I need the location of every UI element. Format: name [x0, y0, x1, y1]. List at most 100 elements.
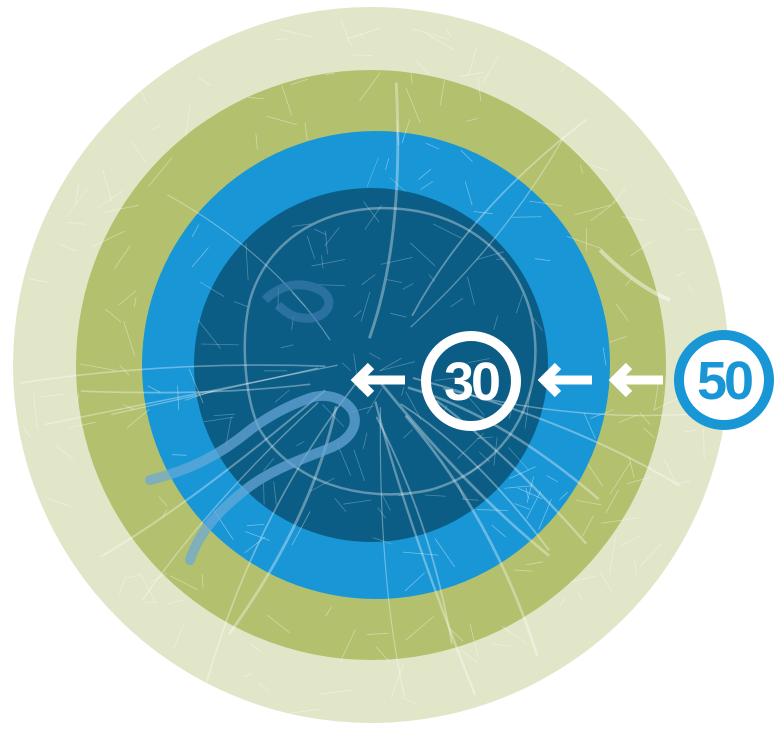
minor-street: [158, 496, 168, 507]
minor-street: [509, 466, 536, 479]
minor-street: [434, 538, 455, 568]
street: [141, 402, 319, 602]
minor-street: [633, 558, 638, 579]
minor-street: [703, 428, 705, 461]
minor-street: [482, 56, 499, 84]
minor-street: [66, 188, 88, 218]
minor-street: [291, 223, 312, 227]
minor-street: [191, 247, 209, 268]
street: [100, 389, 326, 558]
minor-street: [467, 464, 481, 475]
minor-street: [334, 498, 347, 512]
minor-street: [525, 487, 529, 499]
minor-street: [401, 696, 416, 704]
street: [111, 367, 319, 416]
minor-street: [464, 181, 473, 206]
street: [411, 118, 588, 317]
minor-street: [476, 509, 509, 511]
minor-street: [244, 536, 266, 554]
minor-street: [358, 31, 365, 40]
minor-street: [460, 150, 473, 162]
minor-street: [366, 388, 383, 414]
minor-street: [360, 292, 371, 322]
minor-street: [382, 494, 391, 511]
minor-street: [587, 464, 603, 487]
minor-street: [473, 211, 493, 215]
minor-street: [114, 245, 131, 269]
minor-street: [574, 204, 612, 216]
minor-street: [504, 485, 533, 489]
minor-street: [197, 76, 211, 86]
minor-street: [616, 304, 629, 321]
ring-road: [243, 206, 537, 496]
minor-street: [529, 200, 563, 207]
minor-street: [103, 204, 139, 213]
minor-street: [405, 615, 434, 641]
minor-street: [576, 499, 602, 506]
minor-street: [377, 507, 386, 519]
minor-street: [199, 281, 225, 297]
minor-street: [346, 28, 380, 40]
minor-street: [491, 643, 511, 647]
street: [412, 377, 681, 487]
minor-street: [322, 404, 345, 427]
minor-street: [337, 443, 351, 476]
minor-street: [439, 79, 445, 106]
minor-street: [147, 385, 161, 393]
minor-street: [275, 38, 288, 41]
street: [374, 401, 476, 696]
minor-street: [569, 575, 597, 583]
minor-street: [123, 321, 136, 357]
minor-street: [653, 397, 681, 411]
minor-street: [281, 85, 293, 116]
minor-street: [255, 133, 258, 150]
minor-street: [582, 515, 594, 537]
minor-street: [361, 274, 376, 286]
minor-street: [203, 416, 234, 423]
minor-street: [602, 347, 607, 366]
minor-street: [396, 120, 399, 146]
minor-street: [118, 290, 137, 306]
minor-street: [508, 447, 529, 471]
minor-street: [185, 105, 191, 137]
minor-street: [404, 572, 425, 592]
street: [436, 400, 587, 545]
minor-street: [184, 390, 215, 401]
minor-street: [580, 164, 584, 174]
minor-street: [102, 169, 113, 202]
speed-limit-50-value: 50: [697, 351, 752, 411]
minor-street: [33, 392, 38, 430]
arrow-from-outer-zone: [608, 362, 663, 398]
minor-street: [410, 71, 413, 84]
minor-street: [249, 643, 261, 652]
minor-street: [139, 572, 156, 602]
minor-street: [621, 216, 645, 221]
minor-street: [172, 624, 185, 650]
street: [80, 383, 311, 394]
minor-street: [278, 28, 312, 38]
minor-street: [105, 308, 121, 323]
minor-street: [200, 343, 240, 346]
minor-street: [76, 393, 80, 403]
minor-street: [167, 599, 184, 604]
minor-street: [243, 673, 253, 677]
minor-street: [280, 344, 294, 349]
minor-street: [385, 158, 390, 171]
street: [375, 416, 453, 645]
minor-street: [412, 28, 450, 40]
minor-street: [513, 569, 533, 572]
minor-street: [534, 258, 551, 262]
minor-street: [310, 477, 335, 492]
minor-street: [538, 498, 552, 530]
minor-street: [133, 297, 137, 308]
minor-street: [311, 259, 346, 267]
minor-street: [420, 181, 433, 190]
minor-street: [340, 19, 352, 47]
minor-street: [476, 436, 494, 439]
minor-street: [225, 416, 232, 446]
minor-street: [467, 47, 477, 76]
minor-street: [325, 606, 333, 617]
minor-street: [273, 481, 277, 505]
minor-street: [600, 517, 639, 524]
